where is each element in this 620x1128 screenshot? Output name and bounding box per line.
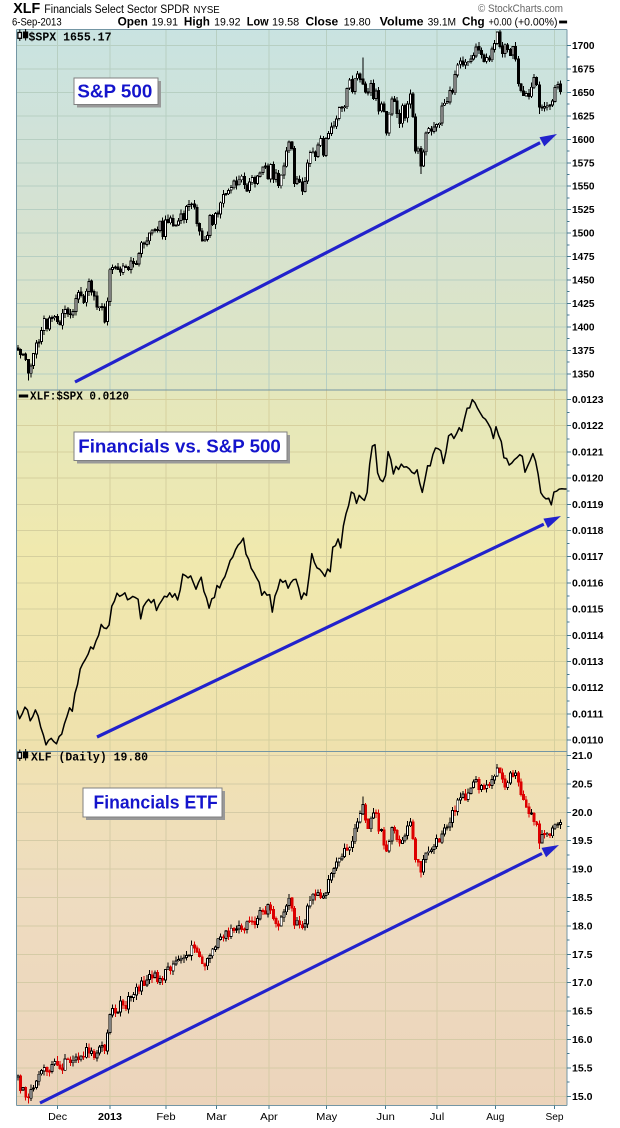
svg-text:20.5: 20.5 bbox=[572, 778, 593, 790]
svg-text:0.0111: 0.0111 bbox=[572, 708, 604, 720]
svg-text:15.0: 15.0 bbox=[572, 1091, 593, 1103]
svg-text:Sep: Sep bbox=[545, 1111, 563, 1123]
svg-text:0.0115: 0.0115 bbox=[572, 604, 604, 616]
svg-text:Aug: Aug bbox=[486, 1111, 504, 1123]
svg-text:6-Sep-2013: 6-Sep-2013 bbox=[12, 17, 62, 29]
svg-text:19.91: 19.91 bbox=[152, 17, 178, 29]
svg-text:Apr: Apr bbox=[260, 1111, 278, 1123]
svg-text:Chg: Chg bbox=[462, 17, 485, 29]
svg-text:(+0.00%): (+0.00%) bbox=[515, 17, 558, 29]
svg-text:Close: Close bbox=[306, 17, 339, 29]
svg-text:High: High bbox=[184, 17, 210, 29]
svg-text:1425: 1425 bbox=[572, 298, 595, 310]
svg-text:XLF: XLF bbox=[13, 0, 40, 17]
svg-text:1500: 1500 bbox=[572, 228, 595, 240]
svg-text:19.58: 19.58 bbox=[272, 17, 299, 29]
svg-text:1675: 1675 bbox=[572, 63, 595, 75]
svg-text:1700: 1700 bbox=[572, 40, 595, 52]
svg-text:+0.00: +0.00 bbox=[489, 17, 512, 29]
svg-text:Low: Low bbox=[247, 17, 269, 29]
svg-text:1475: 1475 bbox=[572, 251, 595, 263]
svg-text:$SPX 1655.17: $SPX 1655.17 bbox=[29, 31, 112, 44]
svg-text:1525: 1525 bbox=[572, 204, 595, 216]
svg-text:1400: 1400 bbox=[572, 321, 595, 333]
svg-text:0.0122: 0.0122 bbox=[572, 420, 604, 432]
svg-text:16.0: 16.0 bbox=[572, 1034, 593, 1046]
svg-text:1650: 1650 bbox=[572, 87, 595, 99]
svg-text:0.0120: 0.0120 bbox=[572, 473, 604, 485]
svg-text:15.5: 15.5 bbox=[572, 1062, 593, 1074]
svg-text:21.0: 21.0 bbox=[572, 750, 593, 762]
svg-text:XLF (Daily) 19.80: XLF (Daily) 19.80 bbox=[31, 751, 148, 764]
svg-text:Financials Select Sector SPDR: Financials Select Sector SPDR bbox=[44, 4, 189, 16]
svg-text:0.0110: 0.0110 bbox=[572, 735, 604, 747]
svg-text:0.0116: 0.0116 bbox=[572, 577, 604, 589]
svg-text:0.0119: 0.0119 bbox=[572, 499, 604, 511]
svg-text:17.0: 17.0 bbox=[572, 977, 593, 989]
svg-text:19.92: 19.92 bbox=[214, 17, 240, 29]
svg-text:1575: 1575 bbox=[572, 157, 595, 169]
svg-text:1625: 1625 bbox=[572, 110, 595, 122]
svg-text:Financials ETF: Financials ETF bbox=[94, 793, 218, 813]
svg-text:XLF:$SPX 0.0120: XLF:$SPX 0.0120 bbox=[30, 391, 129, 404]
svg-text:0.0121: 0.0121 bbox=[572, 446, 604, 458]
svg-text:0.0123: 0.0123 bbox=[572, 394, 604, 406]
svg-text:2013: 2013 bbox=[98, 1111, 122, 1123]
svg-text:19.5: 19.5 bbox=[572, 835, 593, 847]
svg-text:Dec: Dec bbox=[48, 1111, 67, 1123]
svg-text:NYSE: NYSE bbox=[194, 4, 220, 16]
svg-text:Mar: Mar bbox=[206, 1111, 227, 1123]
svg-text:20.0: 20.0 bbox=[572, 807, 593, 819]
svg-text:0.0114: 0.0114 bbox=[572, 630, 604, 642]
svg-text:Volume: Volume bbox=[380, 17, 424, 29]
svg-text:Jun: Jun bbox=[376, 1111, 395, 1123]
svg-text:S&P 500: S&P 500 bbox=[77, 82, 152, 102]
svg-text:0.0118: 0.0118 bbox=[572, 525, 604, 537]
svg-text:May: May bbox=[316, 1111, 338, 1123]
svg-text:18.5: 18.5 bbox=[572, 892, 593, 904]
svg-text:19.80: 19.80 bbox=[344, 17, 371, 29]
svg-text:1450: 1450 bbox=[572, 275, 595, 287]
svg-text:18.0: 18.0 bbox=[572, 920, 593, 932]
svg-text:Financials vs. S&P 500: Financials vs. S&P 500 bbox=[78, 437, 280, 457]
svg-text:Open: Open bbox=[118, 17, 148, 29]
svg-text:Feb: Feb bbox=[156, 1111, 175, 1123]
svg-text:1600: 1600 bbox=[572, 134, 595, 146]
svg-text:16.5: 16.5 bbox=[572, 1006, 593, 1018]
svg-text:17.5: 17.5 bbox=[572, 949, 593, 961]
svg-text:39.1M: 39.1M bbox=[428, 17, 457, 29]
svg-text:1550: 1550 bbox=[572, 181, 595, 193]
svg-text:© StockCharts.com: © StockCharts.com bbox=[478, 3, 563, 15]
svg-text:1350: 1350 bbox=[572, 368, 595, 380]
svg-text:19.0: 19.0 bbox=[572, 864, 593, 876]
svg-text:Jul: Jul bbox=[430, 1111, 445, 1123]
svg-text:0.0112: 0.0112 bbox=[572, 682, 604, 694]
svg-text:1375: 1375 bbox=[572, 345, 595, 357]
svg-text:0.0117: 0.0117 bbox=[572, 551, 604, 563]
svg-text:0.0113: 0.0113 bbox=[572, 656, 604, 668]
